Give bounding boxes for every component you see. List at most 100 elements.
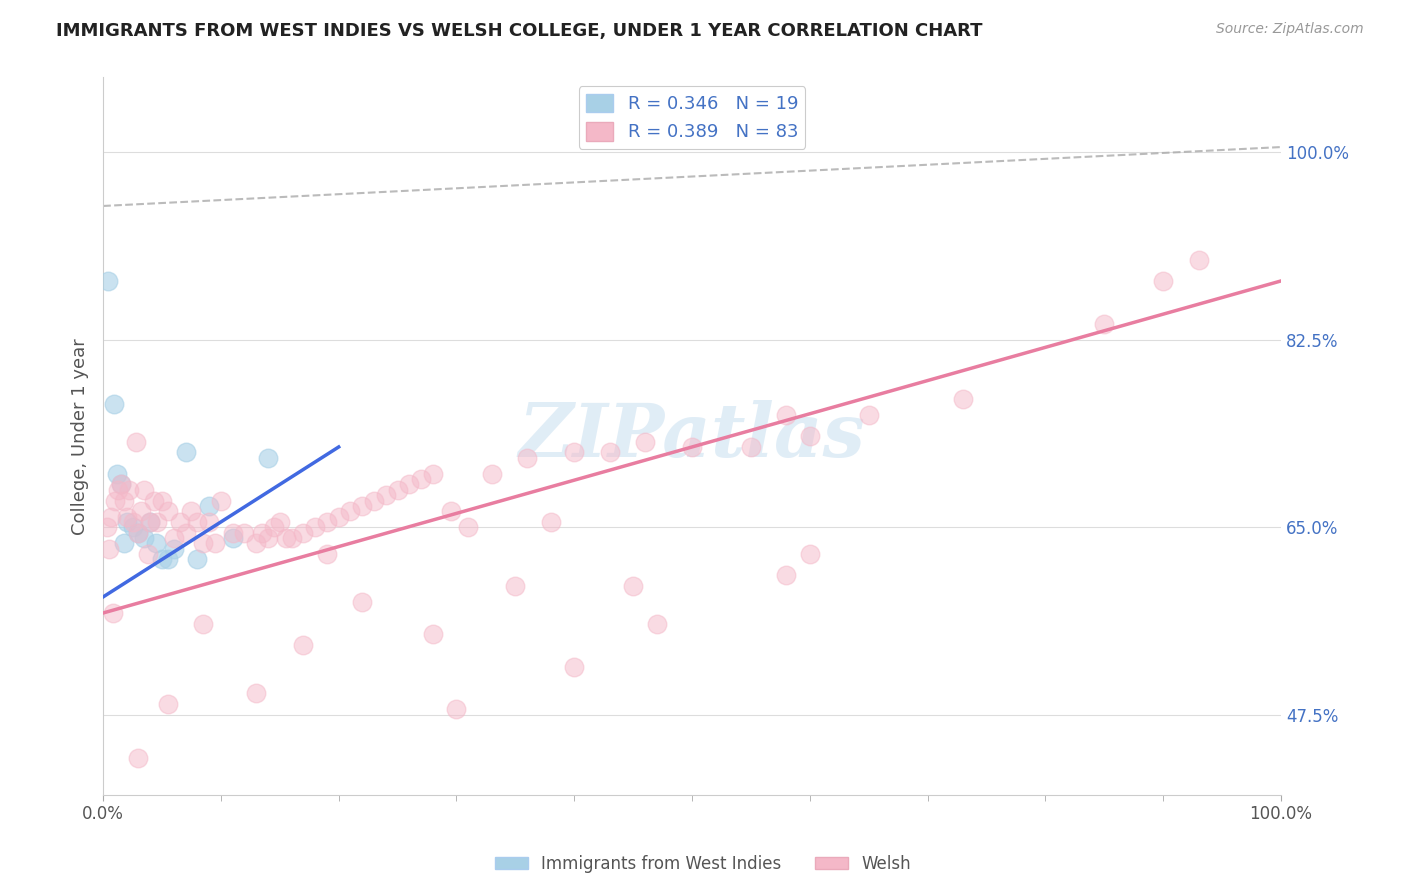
Point xyxy=(540,515,562,529)
Point xyxy=(681,440,703,454)
Point xyxy=(121,515,143,529)
Point xyxy=(118,483,141,497)
Point xyxy=(269,515,291,529)
Point xyxy=(339,504,361,518)
Point xyxy=(1152,274,1174,288)
Point xyxy=(263,520,285,534)
Point xyxy=(110,477,132,491)
Point xyxy=(156,552,179,566)
Point xyxy=(352,595,374,609)
Point xyxy=(156,504,179,518)
Point xyxy=(257,531,280,545)
Point xyxy=(127,750,149,764)
Point xyxy=(562,445,585,459)
Point xyxy=(645,616,668,631)
Point xyxy=(280,531,302,545)
Point xyxy=(150,552,173,566)
Point xyxy=(245,536,267,550)
Point xyxy=(180,504,202,518)
Point xyxy=(139,515,162,529)
Point xyxy=(422,467,444,481)
Point xyxy=(142,493,165,508)
Point xyxy=(134,531,156,545)
Point xyxy=(481,467,503,481)
Point xyxy=(193,536,215,550)
Point xyxy=(457,520,479,534)
Y-axis label: College, Under 1 year: College, Under 1 year xyxy=(72,338,89,534)
Point xyxy=(125,434,148,449)
Point xyxy=(292,638,315,652)
Point xyxy=(328,509,350,524)
Point xyxy=(105,467,128,481)
Point xyxy=(387,483,409,497)
Point xyxy=(374,488,396,502)
Point xyxy=(439,504,461,518)
Point xyxy=(799,547,821,561)
Point xyxy=(274,531,297,545)
Point xyxy=(101,606,124,620)
Point xyxy=(150,493,173,508)
Point xyxy=(233,525,256,540)
Point xyxy=(422,627,444,641)
Point xyxy=(156,697,179,711)
Point xyxy=(112,536,135,550)
Point xyxy=(250,525,273,540)
Point xyxy=(209,493,232,508)
Point xyxy=(193,616,215,631)
Point xyxy=(134,483,156,497)
Point xyxy=(97,274,120,288)
Point xyxy=(304,520,326,534)
Point xyxy=(174,525,197,540)
Point xyxy=(292,525,315,540)
Legend: R = 0.346   N = 19, R = 0.389   N = 83: R = 0.346 N = 19, R = 0.389 N = 83 xyxy=(579,87,806,149)
Point xyxy=(352,499,374,513)
Point xyxy=(363,493,385,508)
Point xyxy=(1187,252,1209,267)
Point xyxy=(107,483,129,497)
Point xyxy=(204,536,226,550)
Point xyxy=(740,440,762,454)
Text: Source: ZipAtlas.com: Source: ZipAtlas.com xyxy=(1216,22,1364,37)
Text: ZIPatlas: ZIPatlas xyxy=(519,400,866,473)
Point xyxy=(316,547,339,561)
Point xyxy=(411,472,433,486)
Point xyxy=(446,702,468,716)
Point xyxy=(634,434,657,449)
Point xyxy=(505,579,527,593)
Point xyxy=(115,509,138,524)
Point xyxy=(146,515,169,529)
Point xyxy=(136,547,159,561)
Point xyxy=(562,659,585,673)
Point xyxy=(198,499,221,513)
Point xyxy=(104,493,127,508)
Point xyxy=(98,541,121,556)
Point xyxy=(952,392,974,406)
Point xyxy=(121,520,143,534)
Point xyxy=(139,515,162,529)
Point xyxy=(198,515,221,529)
Point xyxy=(221,531,243,545)
Point xyxy=(127,525,149,540)
Point xyxy=(186,515,208,529)
Point xyxy=(398,477,420,491)
Point xyxy=(516,450,538,465)
Point xyxy=(799,429,821,443)
Point xyxy=(316,515,339,529)
Text: IMMIGRANTS FROM WEST INDIES VS WELSH COLLEGE, UNDER 1 YEAR CORRELATION CHART: IMMIGRANTS FROM WEST INDIES VS WELSH COL… xyxy=(56,22,983,40)
Point xyxy=(1092,317,1115,331)
Point xyxy=(221,525,243,540)
Point xyxy=(96,520,118,534)
Point xyxy=(775,408,797,422)
Point xyxy=(257,450,280,465)
Point xyxy=(858,408,880,422)
Point xyxy=(775,568,797,582)
Point xyxy=(163,531,186,545)
Point xyxy=(100,509,122,524)
Point xyxy=(174,445,197,459)
Point xyxy=(599,445,621,459)
Point xyxy=(169,515,191,529)
Point xyxy=(127,525,149,540)
Point xyxy=(110,477,132,491)
Point xyxy=(145,536,167,550)
Point xyxy=(115,515,138,529)
